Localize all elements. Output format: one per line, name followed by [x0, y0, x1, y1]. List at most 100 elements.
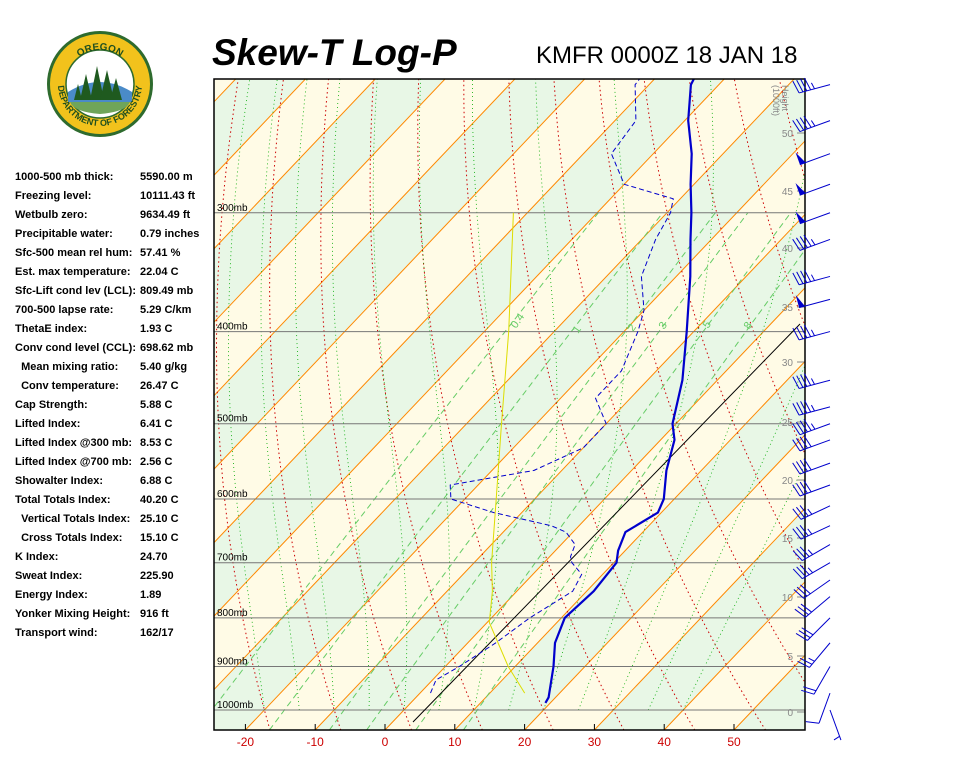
wind-barb-feather [799, 657, 813, 665]
height-tick-label: 25 [782, 418, 794, 429]
index-row: Conv cond level (CCL): 698.62 mb [15, 340, 215, 359]
mixing-ratio-label: 1 [571, 324, 584, 336]
wind-barb-feather [803, 435, 812, 448]
wind-barb-half-feather [810, 82, 815, 90]
wind-barb-staff [809, 642, 831, 668]
wind-barb-feather [796, 483, 805, 495]
x-tick-label: 20 [518, 735, 532, 749]
index-row: Mean mixing ratio: 5.40 g/kg [15, 359, 215, 378]
index-row: K Index: 24.70 [15, 549, 215, 568]
wind-barb-feather [794, 608, 806, 618]
index-label: 700-500 lapse rate: [15, 304, 114, 316]
reference-diagonal [412, 323, 801, 723]
index-row: Conv temperature: 26.47 C [15, 378, 215, 397]
mixing-ratio-label: 3 [657, 320, 670, 332]
moist-adiabat [647, 364, 805, 711]
wind-barb-feather [792, 528, 802, 540]
height-tick-label: 30 [782, 358, 794, 369]
wind-barb-feather [796, 237, 805, 250]
pressure-label: 400mb [217, 322, 248, 333]
wind-barb-feather [800, 325, 808, 339]
wind-barb-feather [799, 117, 808, 130]
wind-barb-feather [800, 270, 808, 283]
height-tick-label: 35 [782, 303, 794, 314]
wind-barb-feather [792, 376, 800, 389]
index-value: 40.20 C [140, 494, 179, 506]
wind-barb [829, 709, 842, 741]
wind-barb-feather [803, 234, 812, 247]
wind-barb [792, 419, 831, 436]
wind-barb [792, 480, 831, 497]
wind-barb-feather [796, 402, 804, 415]
dry-adiabat [955, 66, 960, 731]
index-row: Lifted Index @700 mb: 2.56 C [15, 454, 215, 473]
index-value: 22.04 C [140, 266, 179, 278]
pressure-label: 700mb [217, 553, 248, 564]
wind-barb-staff [799, 484, 831, 497]
wind-barb-half-feather [807, 549, 814, 555]
wind-barb-feather [796, 326, 804, 340]
wind-barb-staff [805, 596, 831, 618]
isotherm-band [214, 79, 805, 730]
wind-barb-feather [800, 603, 812, 613]
wind-barb-staff [813, 666, 831, 695]
index-row: Vertical Totals Index: 25.10 C [15, 511, 215, 530]
index-label: ThetaE index: [15, 323, 88, 335]
height-tick-label: 10 [782, 593, 794, 604]
wind-barb [795, 211, 831, 225]
wind-barb-half-feather [810, 239, 816, 246]
stability-indices-panel: 1000-500 mb thick: 5590.00 m Freezing leve… [15, 169, 215, 644]
index-label: Precipitable water: [15, 228, 113, 240]
index-label: Showalter Index: [15, 475, 104, 487]
isotherm-line [454, 360, 805, 730]
wind-barb-staff [800, 525, 831, 540]
x-tick-label: 40 [658, 735, 672, 749]
svg-text:OREGON: OREGON [75, 42, 125, 60]
height-tick-label: 45 [782, 187, 794, 198]
wind-barb [792, 373, 831, 389]
wind-barb-feather [803, 480, 812, 493]
wind-barb-half-feather [810, 404, 815, 412]
isotherm-line [214, 79, 237, 103]
oregon-forestry-logo: OREGON DEPARTMENT OF FORESTRY [47, 31, 153, 137]
wind-barb-feather [803, 419, 812, 431]
wind-barb-feather [796, 375, 804, 388]
index-value: 916 ft [140, 608, 169, 620]
wind-barb-feather [805, 721, 820, 724]
wind-barb-staff [807, 617, 831, 641]
mixing-ratio-label: 5 [701, 319, 714, 331]
wind-barb-feather [796, 586, 808, 597]
wind-barbs [792, 77, 842, 741]
wind-barb [794, 596, 831, 618]
wind-barb-flag [795, 182, 806, 196]
index-value: 57.41 % [140, 247, 181, 259]
x-tick-label: 0 [382, 735, 389, 749]
wind-barb [792, 400, 831, 416]
wind-barb-feather [792, 484, 801, 497]
wind-barb-feather [796, 506, 806, 518]
index-label: Lifted Index @700 mb: [15, 456, 133, 468]
pressure-label: 500mb [217, 414, 248, 425]
height-axis-label: Height [780, 85, 790, 112]
index-label: Mean mixing ratio: [15, 361, 119, 373]
x-tick-label: 30 [588, 735, 602, 749]
dry-adiabat [598, 79, 805, 684]
index-value: 6.88 C [140, 475, 173, 487]
wind-barb-feather [792, 423, 801, 435]
wind-barb-staff [802, 544, 831, 562]
index-row: Sweat Index: 225.90 [15, 568, 215, 587]
wind-barb-feather [792, 238, 801, 251]
pressure-label: 900mb [217, 656, 248, 667]
wind-barb-feather [801, 627, 814, 636]
isotherm-line [214, 79, 656, 544]
wind-barb [792, 435, 831, 452]
plot-frame [213, 78, 806, 731]
index-value: 162/17 [140, 627, 174, 639]
index-value: 26.47 C [140, 380, 179, 392]
wind-barb [792, 458, 831, 475]
wind-barb-feather [795, 632, 808, 641]
wind-barb-flag [795, 152, 806, 165]
wind-barb [792, 562, 831, 580]
wind-barb [792, 269, 831, 286]
